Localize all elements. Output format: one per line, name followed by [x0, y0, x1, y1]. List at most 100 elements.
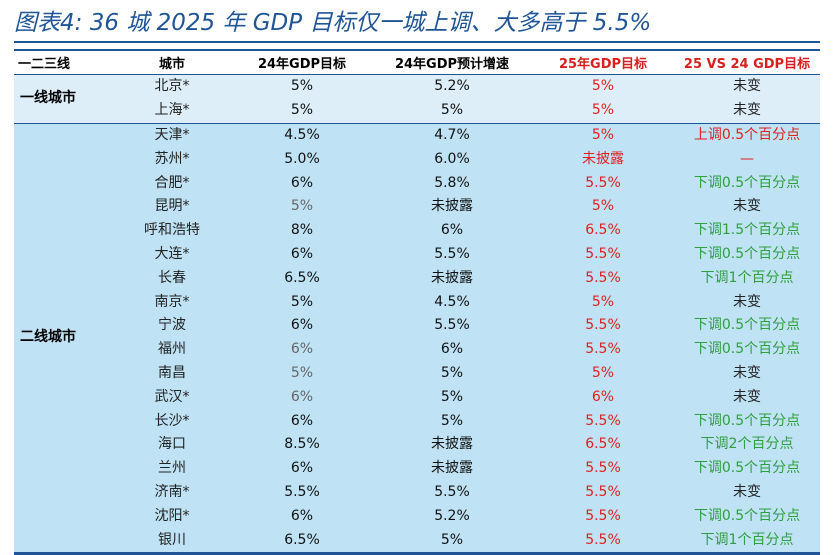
growth-24-cell: 未披露	[372, 456, 532, 481]
city-cell: 大连*	[112, 242, 232, 267]
city-cell: 南京*	[112, 290, 232, 314]
target-25-cell: 5.5%	[532, 171, 674, 195]
compare-cell: —	[674, 147, 820, 172]
target-24-cell: 6%	[232, 504, 372, 529]
table-row: 大连* 6% 5.5% 5.5% 下调0.5个百分点	[14, 242, 820, 267]
header-target-25: 25年GDP目标	[532, 49, 674, 75]
header-target-24: 24年GDP目标	[232, 49, 372, 75]
compare-cell: 下调0.5个百分点	[674, 242, 820, 267]
compare-cell: 下调1个百分点	[674, 528, 820, 555]
compare-cell: 下调0.5个百分点	[674, 456, 820, 481]
table-row: 南昌 5% 5% 5% 未变	[14, 361, 820, 386]
target-25-cell: 5%	[532, 98, 674, 124]
growth-24-cell: 5.8%	[372, 171, 532, 195]
target-24-cell: 5.5%	[232, 480, 372, 505]
city-cell: 北京*	[112, 74, 232, 99]
growth-24-cell: 未披露	[372, 432, 532, 457]
table-header-row: 一二三线 城市 24年GDP目标 24年GDP预计增速 25年GDP目标 25 …	[14, 49, 820, 75]
target-24-cell: 6%	[232, 456, 372, 481]
growth-24-cell: 4.5%	[372, 290, 532, 314]
city-cell: 南昌	[112, 361, 232, 386]
header-city: 城市	[112, 49, 232, 75]
compare-cell: 下调0.5个百分点	[674, 337, 820, 362]
city-cell: 长沙*	[112, 409, 232, 433]
city-cell: 海口	[112, 432, 232, 457]
target-25-cell: 5.5%	[532, 313, 674, 338]
growth-24-cell: 5%	[372, 385, 532, 410]
table-row: 福州 6% 6% 5.5% 下调0.5个百分点	[14, 337, 820, 362]
compare-cell: 下调2个百分点	[674, 432, 820, 457]
target-24-cell: 5%	[232, 361, 372, 386]
target-25-cell: 6.5%	[532, 218, 674, 243]
target-25-cell: 5%	[532, 361, 674, 386]
target-25-cell: 5%	[532, 74, 674, 99]
city-cell: 上海*	[112, 98, 232, 124]
growth-24-cell: 5%	[372, 98, 532, 124]
table-row: 一线城市 北京* 5% 5.2% 5% 未变	[14, 74, 820, 124]
city-cell: 长春	[112, 266, 232, 291]
target-24-cell: 4.5%	[232, 123, 372, 148]
tier-label-first: 一线城市	[14, 74, 112, 124]
target-24-cell: 5%	[232, 74, 372, 99]
growth-24-cell: 5%	[372, 361, 532, 386]
table-row: 宁波 6% 5.5% 5.5% 下调0.5个百分点	[14, 313, 820, 338]
tier-label-second: 二线城市	[14, 123, 112, 555]
table-row: 长沙* 6% 5% 5.5% 下调0.5个百分点	[14, 409, 820, 433]
table-row: 二线城市 天津* 4.5% 4.7% 5% 上调0.5个百分点	[14, 123, 820, 555]
growth-24-cell: 5.5%	[372, 313, 532, 338]
growth-24-cell: 5.2%	[372, 74, 532, 99]
compare-cell: 上调0.5个百分点	[674, 123, 820, 148]
table-row: 济南* 5.5% 5.5% 5.5% 未变	[14, 480, 820, 505]
table-row: 长春 6.5% 未披露 5.5% 下调1个百分点	[14, 266, 820, 291]
growth-24-cell: 6.0%	[372, 147, 532, 172]
table-row: 呼和浩特 8% 6% 6.5% 下调1.5个百分点	[14, 218, 820, 243]
target-25-cell: 5%	[532, 194, 674, 219]
target-24-cell: 6%	[232, 242, 372, 267]
compare-cell: 未变	[674, 385, 820, 410]
growth-24-cell: 4.7%	[372, 123, 532, 148]
table-row: 兰州 6% 未披露 5.5% 下调0.5个百分点	[14, 456, 820, 481]
compare-cell: 下调0.5个百分点	[674, 409, 820, 433]
city-cell: 兰州	[112, 456, 232, 481]
growth-24-cell: 5.5%	[372, 242, 532, 267]
compare-cell: 下调0.5个百分点	[674, 504, 820, 529]
compare-cell: 未变	[674, 98, 820, 124]
target-25-cell: 5.5%	[532, 456, 674, 481]
figure-title: 图表4: 36 城 2025 年 GDP 目标仅一城上调、大多高于 5.5%	[14, 10, 652, 36]
target-25-cell: 5.5%	[532, 409, 674, 433]
compare-cell: 下调0.5个百分点	[674, 313, 820, 338]
target-25-cell: 6%	[532, 385, 674, 410]
table-row: 上海* 5% 5% 5% 未变	[14, 98, 820, 124]
city-cell: 昆明*	[112, 194, 232, 219]
growth-24-cell: 未披露	[372, 194, 532, 219]
target-25-cell: 5.5%	[532, 504, 674, 529]
target-24-cell: 6%	[232, 171, 372, 195]
target-24-cell: 5%	[232, 98, 372, 124]
title-rule	[14, 41, 820, 43]
city-cell: 沈阳*	[112, 504, 232, 529]
target-24-cell: 6%	[232, 337, 372, 362]
target-25-cell: 5.5%	[532, 528, 674, 555]
table-row: 银川 6.5% 5% 5.5% 下调1个百分点	[14, 528, 820, 555]
target-24-cell: 5%	[232, 194, 372, 219]
growth-24-cell: 未披露	[372, 266, 532, 291]
table-row: 沈阳* 6% 5.2% 5.5% 下调0.5个百分点	[14, 504, 820, 529]
table-row: 昆明* 5% 未披露 5% 未变	[14, 194, 820, 219]
city-cell: 呼和浩特	[112, 218, 232, 243]
growth-24-cell: 6%	[372, 337, 532, 362]
city-cell: 宁波	[112, 313, 232, 338]
growth-24-cell: 5.5%	[372, 480, 532, 505]
growth-24-cell: 6%	[372, 218, 532, 243]
target-24-cell: 5.0%	[232, 147, 372, 172]
header-growth-24: 24年GDP预计增速	[372, 49, 532, 75]
compare-cell: 未变	[674, 290, 820, 314]
target-25-cell: 5%	[532, 123, 674, 148]
compare-cell: 未变	[674, 194, 820, 219]
table-row: 武汉* 6% 5% 6% 未变	[14, 385, 820, 410]
table-row: 合肥* 6% 5.8% 5.5% 下调0.5个百分点	[14, 171, 820, 195]
compare-cell: 未变	[674, 361, 820, 386]
city-cell: 福州	[112, 337, 232, 362]
target-24-cell: 6%	[232, 313, 372, 338]
table-row: 苏州* 5.0% 6.0% 未披露 —	[14, 147, 820, 172]
target-24-cell: 6%	[232, 409, 372, 433]
